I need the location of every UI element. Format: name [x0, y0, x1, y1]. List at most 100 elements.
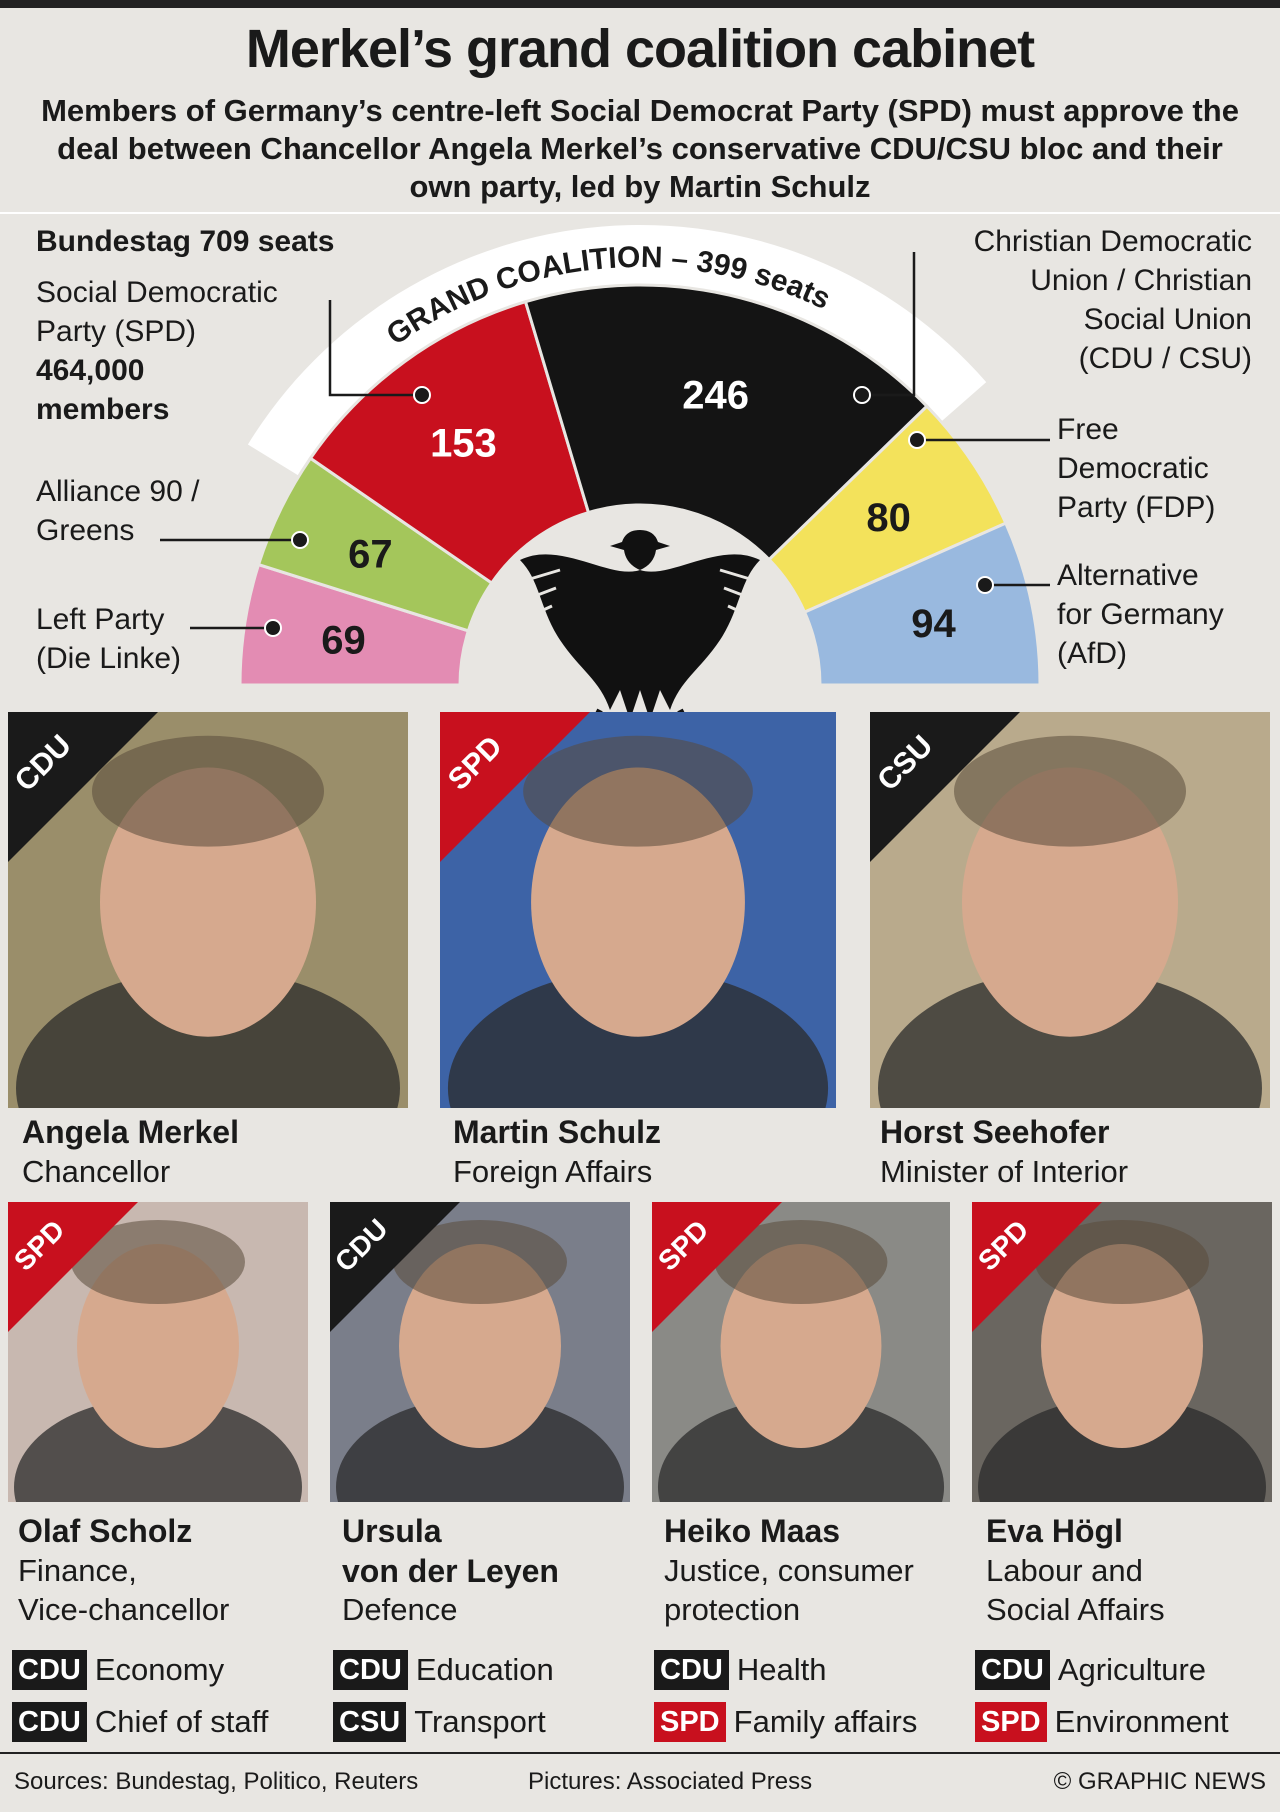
fdp-label-line1: Free [1057, 413, 1119, 446]
afd-label-line1: Alternative [1057, 559, 1199, 592]
minister-role: Chancellor [22, 1154, 171, 1189]
fdp-label-line3: Party (FDP) [1057, 491, 1216, 524]
photo-shoulders [447, 969, 829, 1108]
photo-hair [393, 1220, 567, 1304]
seat-wedge [802, 521, 1042, 687]
portrait-card-scholz: SPD [8, 1202, 308, 1502]
eagle-feather [507, 604, 553, 628]
ministry-label: Economy [94, 1652, 225, 1687]
cdu-label-line2: Union / Christian [1030, 264, 1252, 297]
afd-label-line2: for Germany [1057, 598, 1224, 631]
photo-hair [714, 1220, 888, 1304]
minister-role: protection [664, 1592, 801, 1627]
portrait-card-schulz: SPD [440, 712, 836, 1108]
party-badge: CDU [975, 1650, 1050, 1690]
spd-label-line2: Party (SPD) [36, 315, 197, 348]
eagle-feather [727, 604, 773, 628]
leader-dot [976, 576, 994, 594]
minister-name: Eva Högl [986, 1513, 1123, 1549]
minister-name: Heiko Maas [664, 1513, 841, 1549]
minister-name: Horst Seehofer [880, 1114, 1110, 1150]
seat-wedge [308, 299, 591, 586]
party-corner-tag: SPD [972, 1202, 1102, 1332]
minister-role: Minister of Interior [880, 1154, 1129, 1189]
eagle-body [520, 554, 760, 720]
ministry-item: SPD Family affairs [654, 1700, 917, 1744]
cdu-label-line1: Christian Democratic [973, 225, 1252, 258]
party-corner-tag: CDU [330, 1202, 460, 1332]
bundestag-seats-label: Bundestag 709 seats [36, 225, 335, 258]
party-badge: SPD [654, 1702, 726, 1742]
party-badge: CSU [333, 1702, 407, 1742]
ministry-label: Education [415, 1652, 554, 1687]
seat-value: 246 [682, 374, 749, 418]
eagle-feather [519, 568, 561, 584]
eagle-feather [495, 640, 545, 672]
photo-hair [1035, 1220, 1209, 1304]
minister-role: Social Affairs [986, 1592, 1165, 1627]
minister-name: Angela Merkel [22, 1114, 239, 1150]
fdp-label-line2: Democratic [1057, 452, 1209, 485]
spd-members-line2: members [36, 393, 170, 426]
leader-line [862, 252, 916, 397]
photo-shoulders [16, 969, 400, 1108]
seat-value: 80 [866, 496, 911, 540]
photo-shoulders [978, 1397, 1266, 1502]
party-corner-tag: SPD [8, 1202, 138, 1332]
seat-wedges [0, 283, 1280, 720]
ministry-item: CDU Agriculture [975, 1648, 1206, 1692]
eagle-feather [731, 622, 779, 650]
footer: Sources: Bundestag, Politico, Reuters Pi… [0, 1752, 1280, 1812]
photo-hair [71, 1220, 245, 1304]
spd-members-line1: 464,000 [36, 354, 145, 387]
seat-value: 69 [321, 618, 366, 662]
photo-shoulders [336, 1397, 624, 1502]
leader-dot [291, 531, 309, 549]
party-badge: CDU [333, 1650, 408, 1690]
portrait-card-von-der-leyen: CDU [330, 1202, 630, 1502]
party-badge: CDU [654, 1650, 729, 1690]
eagle-feather [735, 640, 785, 672]
party-corner-tag: SPD [652, 1202, 782, 1332]
minister-role: Labour and [986, 1553, 1143, 1588]
minister-name: von der Leyen [342, 1553, 559, 1589]
leader-line [328, 300, 422, 397]
coalition-band [247, 225, 987, 479]
bundestag-seat-chart: GRAND COALITION – 399 seats 696715324680… [0, 225, 1280, 720]
seat-wedge [523, 283, 930, 562]
greens-label-line2: Greens [36, 514, 135, 547]
portrait-photo [330, 1202, 630, 1502]
leader-dot [413, 386, 431, 404]
minister-role: Vice-chancellor [18, 1592, 230, 1627]
ministry-label: Chief of staff [94, 1704, 269, 1739]
party-badge: SPD [975, 1702, 1047, 1742]
afd-label-line3: (AfD) [1057, 637, 1127, 670]
leader-dot [264, 619, 282, 637]
footer-pictures: Pictures: Associated Press [528, 1768, 813, 1795]
minister-role: Justice, consumer [664, 1553, 914, 1588]
photo-hair [92, 735, 324, 847]
eagle-feather [513, 586, 557, 606]
photo-hair [523, 735, 753, 847]
footer-credit: © GRAPHIC NEWS [1053, 1768, 1266, 1795]
label-leader-lines [160, 252, 1050, 637]
cdu-label-line3: Social Union [1083, 303, 1252, 336]
portrait-card-seehofer: CSU [870, 712, 1270, 1108]
portrait-card-maas: SPD [652, 1202, 950, 1502]
party-corner-tag: CDU [8, 712, 158, 862]
leader-dot [853, 386, 871, 404]
top-bar [0, 0, 1280, 8]
portrait-card-hoegl: SPD [972, 1202, 1272, 1502]
cdu-label-line4: (CDU / CSU) [1078, 342, 1252, 375]
party-badge: CDU [12, 1650, 87, 1690]
page-title: Merkel’s grand coalition cabinet [245, 19, 1035, 79]
minister-name: Olaf Scholz [18, 1513, 193, 1549]
party-badge: CDU [12, 1702, 87, 1742]
eagle-feather [501, 622, 549, 650]
leader-dot [908, 431, 926, 449]
seat-value: 153 [430, 421, 497, 465]
party-corner-tag: SPD [440, 712, 590, 862]
eagle-feather [723, 586, 767, 606]
ministry-item: CDU Health [654, 1648, 826, 1692]
portrait-card-merkel: CDU [8, 712, 408, 1108]
